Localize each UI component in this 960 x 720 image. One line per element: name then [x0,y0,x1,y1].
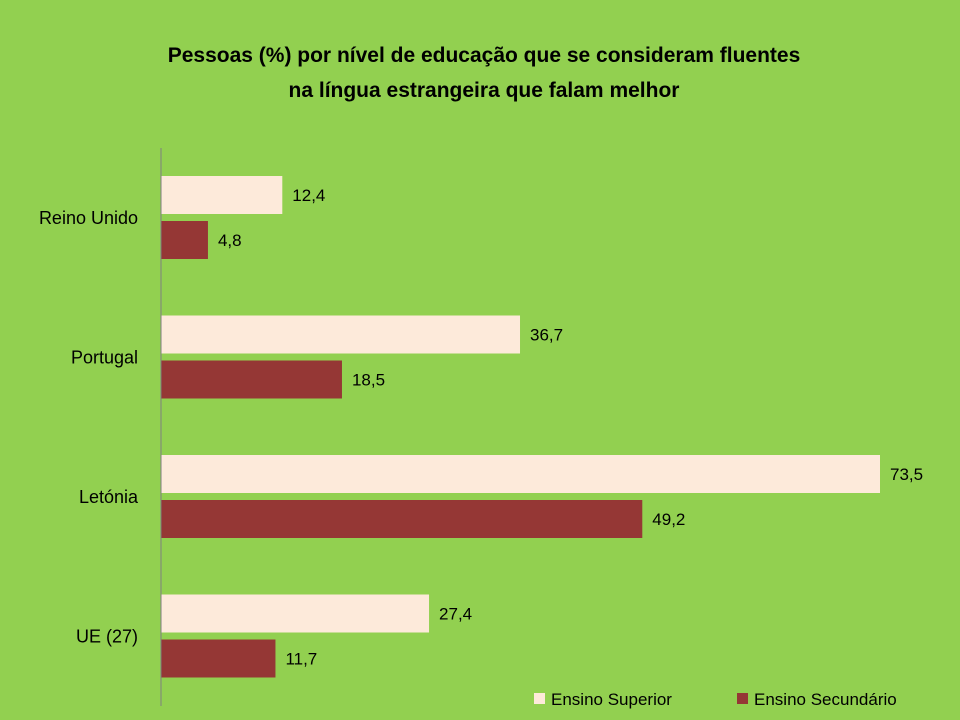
legend-swatch-ensino-superior [534,693,545,704]
data-label-ensino-secundario-portugal: 18,5 [352,371,385,390]
category-label-ue-27: UE (27) [76,627,138,647]
data-label-ensino-secundario-letonia: 49,2 [652,510,685,529]
bar-ensino-secundario-portugal [161,360,342,399]
chart-title-line-2: na língua estrangeira que falam melhor [289,79,680,102]
bar-ensino-superior-ue-27 [161,594,430,633]
data-label-ensino-superior-portugal: 36,7 [530,326,563,345]
chart-title-line-1: Pessoas (%) por nível de educação que se… [168,44,801,67]
legend: Ensino Superior Ensino Secundário [534,690,897,709]
category-label-portugal: Portugal [71,348,138,368]
legend-label-ensino-secundario: Ensino Secundário [754,690,897,709]
bar-ensino-secundario-reino-unido [161,221,208,259]
bar-ensino-secundario-letonia [161,500,643,538]
bar-ensino-secundario-ue-27 [161,639,276,678]
data-label-ensino-superior-reino-unido: 12,4 [292,186,325,205]
data-label-ensino-secundario-ue-27: 11,7 [285,650,317,669]
legend-label-ensino-superior: Ensino Superior [551,690,672,709]
category-label-letonia: Letónia [79,487,139,507]
bar-ensino-superior-portugal [161,315,521,354]
legend-swatch-ensino-secundario [737,693,748,704]
data-label-ensino-superior-ue-27: 27,4 [439,605,472,624]
bars-group: Reino Unido 12,4 4,8 Portugal 36,7 18,5 Letóni… [39,176,923,678]
data-label-ensino-superior-letonia: 73,5 [890,465,923,484]
data-label-ensino-secundario-reino-unido: 4,8 [218,231,242,250]
bar-ensino-superior-reino-unido [161,176,283,214]
category-label-reino-unido: Reino Unido [39,208,138,228]
bar-ensino-superior-letonia [161,455,880,493]
